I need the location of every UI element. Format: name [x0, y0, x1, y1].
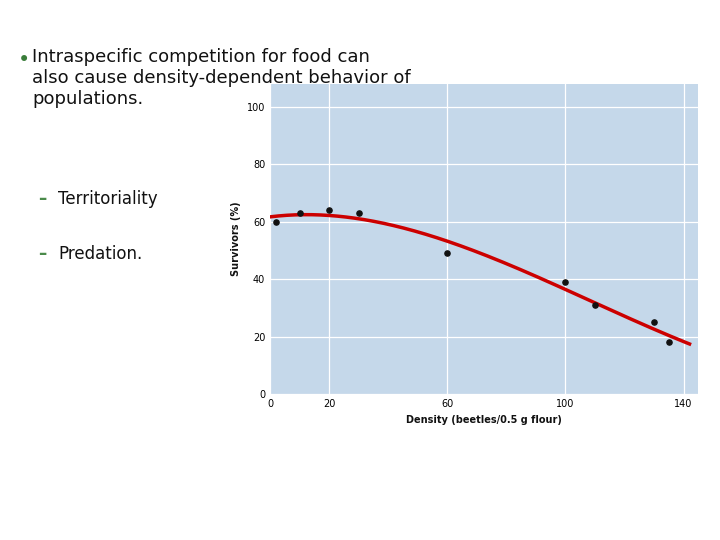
Text: •: • [18, 50, 30, 70]
Point [441, 249, 453, 258]
Y-axis label: Survivors (%): Survivors (%) [231, 201, 241, 276]
Point [270, 218, 282, 226]
Text: –: – [38, 190, 46, 208]
Point [294, 209, 305, 218]
Point [559, 278, 571, 286]
Point [663, 338, 675, 347]
Text: Predation.: Predation. [58, 245, 143, 263]
Point [589, 301, 600, 309]
Point [323, 206, 335, 214]
X-axis label: Density (beetles/0.5 g flour): Density (beetles/0.5 g flour) [406, 415, 562, 424]
Text: –: – [38, 245, 46, 263]
Text: Territoriality: Territoriality [58, 190, 158, 208]
Point [353, 209, 364, 218]
Text: Intraspecific competition for food can
also cause density-dependent behavior of
: Intraspecific competition for food can a… [32, 48, 410, 107]
Point [648, 318, 660, 327]
